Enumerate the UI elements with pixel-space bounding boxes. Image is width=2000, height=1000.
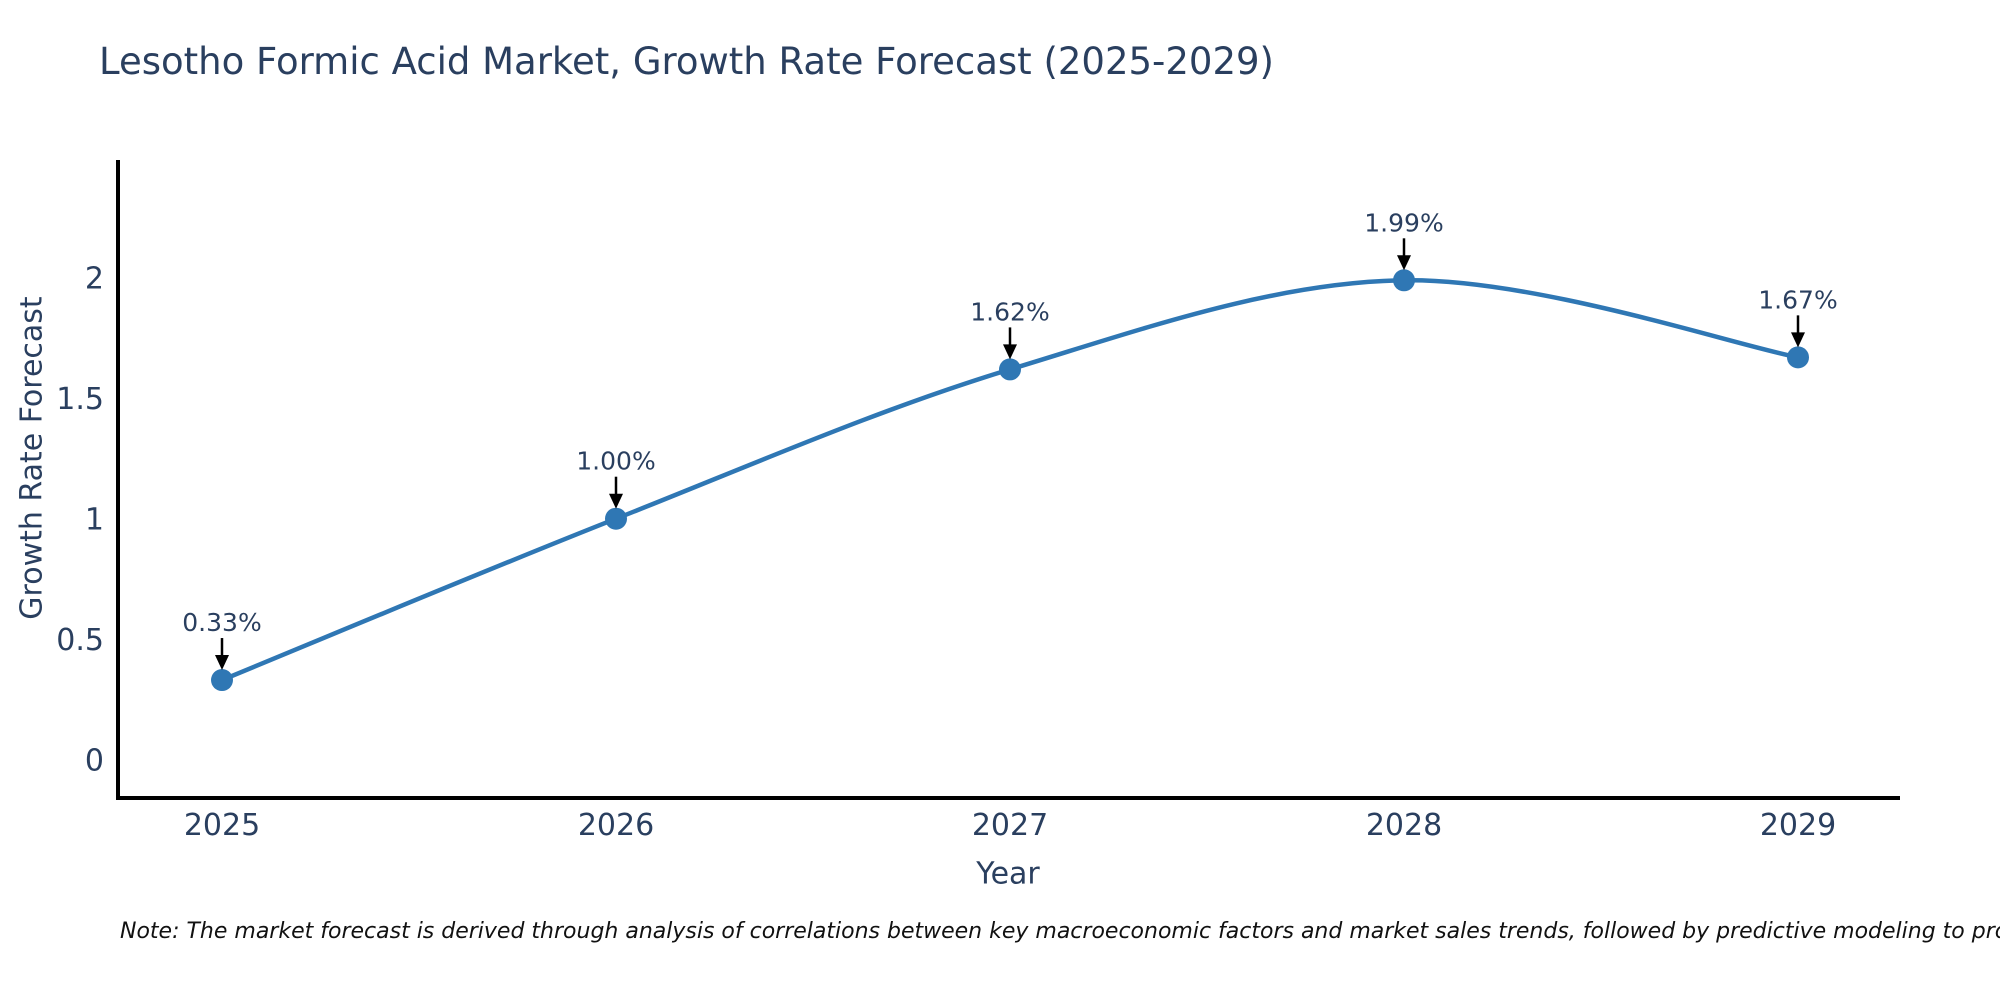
- y-tick-label: 0: [85, 743, 104, 778]
- data-point-2028: [1393, 269, 1415, 292]
- y-tick-label: 2: [85, 262, 104, 297]
- data-point-2025: [211, 669, 233, 692]
- data-point-2027: [999, 358, 1021, 381]
- data-point-2026: [605, 507, 627, 530]
- point-value-label: 0.33%: [182, 608, 261, 637]
- annotation-arrow-head: [1397, 255, 1411, 271]
- annotation-arrow-head: [609, 493, 623, 509]
- point-value-label: 1.00%: [576, 447, 655, 476]
- point-value-label: 1.62%: [970, 297, 1049, 326]
- x-tick-label: 2025: [184, 808, 260, 843]
- annotation-arrow-head: [1003, 344, 1017, 360]
- footnote: Note: The market forecast is derived thr…: [120, 919, 2000, 944]
- annotation-arrow-head: [1791, 332, 1805, 348]
- point-value-label: 1.99%: [1364, 208, 1443, 237]
- data-point-2029: [1787, 346, 1809, 369]
- x-tick-label: 2029: [1760, 808, 1836, 843]
- chart-title: Lesotho Formic Acid Market, Growth Rate …: [99, 40, 1274, 83]
- point-value-label: 1.67%: [1758, 285, 1837, 314]
- y-tick-label: 1: [85, 503, 104, 538]
- x-tick-label: 2026: [578, 808, 654, 843]
- annotation-arrow-head: [215, 655, 229, 671]
- y-tick-label: 1.5: [56, 382, 104, 417]
- x-tick-label: 2027: [972, 808, 1048, 843]
- x-tick-label: 2028: [1366, 808, 1442, 843]
- y-tick-label: 0.5: [56, 623, 104, 658]
- x-axis-title: Year: [976, 856, 1040, 892]
